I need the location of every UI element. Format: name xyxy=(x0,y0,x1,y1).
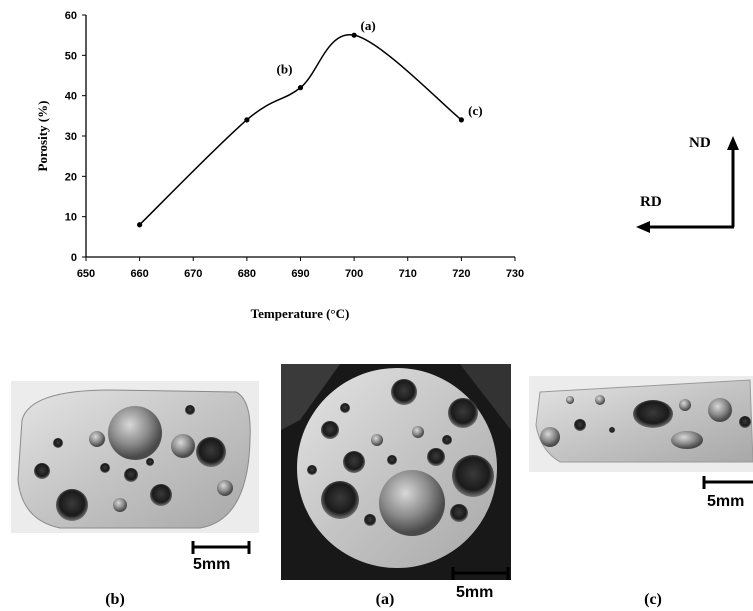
y-tick-label: 10 xyxy=(65,212,77,224)
x-tick-label: 660 xyxy=(130,268,148,280)
nd-label: ND xyxy=(689,135,711,151)
caption-b: (b) xyxy=(105,591,125,608)
y-axis-title: Porosity (%) xyxy=(35,101,50,172)
y-tick-label: 0 xyxy=(71,252,77,264)
sample-photo-c: 5mm (c) xyxy=(529,376,753,608)
direction-indicator: ND RD xyxy=(636,135,739,233)
data-point xyxy=(137,222,143,228)
x-tick-label: 700 xyxy=(345,268,363,280)
data-point xyxy=(244,117,250,123)
y-tick-label: 40 xyxy=(65,91,77,103)
caption-a: (a) xyxy=(376,591,395,608)
scale-label-c: 5mm xyxy=(707,493,744,510)
y-tick-label: 20 xyxy=(65,171,77,183)
scale-label-a: 5mm xyxy=(456,584,493,601)
annotation-label: (b) xyxy=(277,62,293,77)
nd-arrowhead-icon xyxy=(727,136,739,150)
point-annotations: (a) (b) (c) xyxy=(277,18,483,118)
y-tick-group: 0 10 20 30 40 50 60 xyxy=(65,10,86,264)
x-tick-label: 690 xyxy=(291,268,309,280)
x-axis-title: Temperature (°C) xyxy=(251,306,350,321)
scale-bar-c: 5mm xyxy=(702,476,753,510)
annotation-label: (c) xyxy=(468,103,482,118)
series-line-porosity xyxy=(139,34,462,226)
caption-c: (c) xyxy=(644,591,662,608)
x-tick-label: 730 xyxy=(506,268,524,280)
x-tick-label: 670 xyxy=(184,268,202,280)
x-tick-label: 710 xyxy=(399,268,417,280)
y-tick-label: 60 xyxy=(65,10,77,22)
data-points xyxy=(137,32,464,228)
y-tick-label: 30 xyxy=(65,131,77,143)
data-point xyxy=(351,32,357,38)
x-tick-group: 650 660 670 680 690 700 710 720 730 xyxy=(77,257,524,280)
annotation-label: (a) xyxy=(361,18,376,33)
scale-bar-a: 5mm xyxy=(451,567,510,601)
rd-label: RD xyxy=(640,194,662,210)
x-tick-label: 720 xyxy=(452,268,470,280)
x-tick-label: 680 xyxy=(238,268,256,280)
x-tick-label: 650 xyxy=(77,268,95,280)
sample-photo-b: 5mm (b) xyxy=(11,381,259,608)
scale-label-b: 5mm xyxy=(193,556,230,573)
y-tick-label: 50 xyxy=(65,50,77,62)
data-point xyxy=(297,85,304,91)
rd-arrowhead-icon xyxy=(636,221,650,233)
scale-bar-b: 5mm xyxy=(191,541,251,573)
porosity-chart: 650 660 670 680 690 700 710 720 730 0 10 20 30 40 50 6… xyxy=(35,10,524,321)
data-point xyxy=(458,117,464,123)
sample-photo-a: 5mm (a) xyxy=(281,364,511,608)
